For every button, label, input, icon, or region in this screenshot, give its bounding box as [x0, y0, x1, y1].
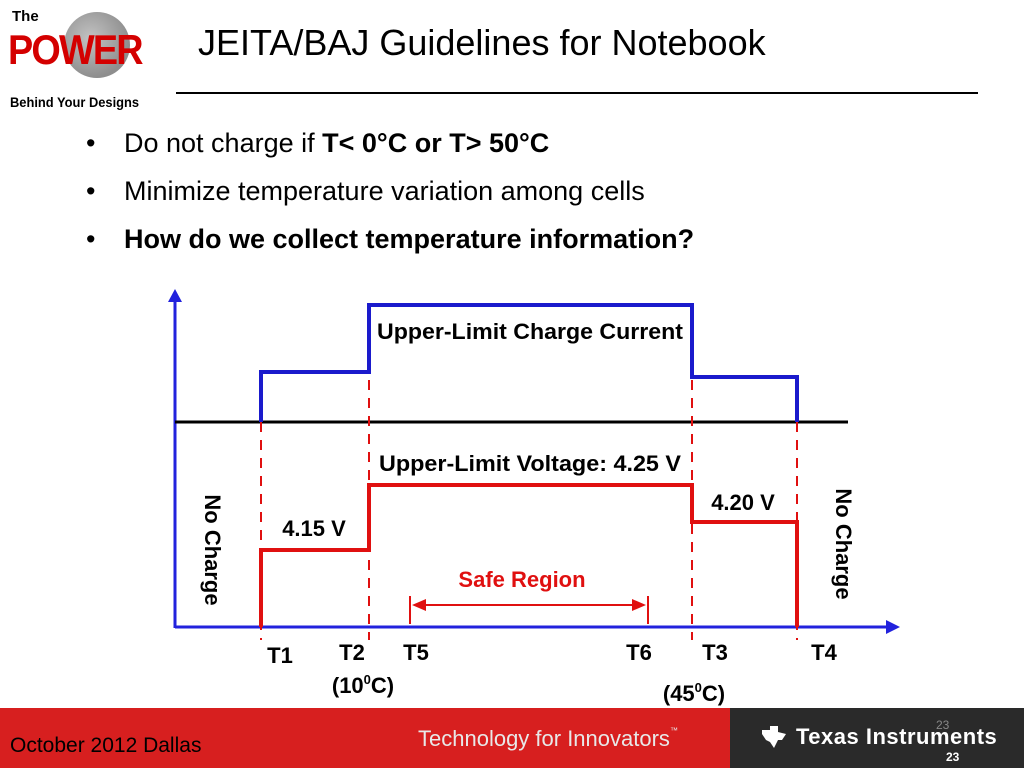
- bullet-text-bold: T< 0°C or T> 50°C: [322, 128, 550, 158]
- current-limit-label: Upper-Limit Charge Current: [377, 319, 684, 344]
- temp-label-t2: (100C): [332, 672, 394, 698]
- y-axis-arrow-icon: [168, 289, 182, 302]
- bullet-dot-icon: •: [86, 224, 96, 254]
- logo-tagline: Behind Your Designs: [10, 94, 140, 110]
- tick-label-t4: T4: [811, 640, 837, 665]
- bullet-text: Minimize temperature variation among cel…: [124, 176, 645, 206]
- tick-label-t2: T2: [339, 640, 365, 665]
- safe-region-right-arrow-icon: [632, 599, 646, 611]
- charge-current-profile: [259, 303, 799, 422]
- tick-label-t3: T3: [702, 640, 728, 665]
- slide-title: JEITA/BAJ Guidelines for Notebook: [198, 22, 766, 63]
- footer-red-band: [0, 708, 730, 768]
- safe-region-left-arrow-icon: [412, 599, 426, 611]
- the-power-logo: The POWER Behind Your Designs: [8, 8, 156, 118]
- no-charge-right-label: No Charge: [831, 488, 856, 599]
- voltage-limit-label: Upper-Limit Voltage: 4.25 V: [379, 451, 681, 476]
- bullet-item: • Minimize temperature variation among c…: [84, 176, 694, 224]
- title-divider: [176, 92, 978, 94]
- low-temp-voltage-label: 4.15 V: [282, 516, 346, 541]
- page-number: 23: [946, 750, 960, 764]
- safe-region-label: Safe Region: [458, 567, 585, 592]
- bullet-item: • How do we collect temperature informat…: [84, 224, 694, 272]
- logo-the: The: [12, 8, 39, 25]
- x-axis-arrow-icon: [886, 620, 900, 634]
- no-charge-left-label: No Charge: [200, 494, 225, 605]
- texas-instruments-logo: Texas Instruments: [760, 724, 997, 750]
- bullet-text: Do not charge if: [124, 128, 323, 158]
- footer-tagline: Technology for Innovators™: [418, 726, 678, 751]
- bullet-text-bold: How do we collect temperature informatio…: [124, 224, 695, 254]
- ti-state-icon: [762, 726, 786, 749]
- charge-voltage-profile: [259, 483, 799, 627]
- tick-label-t5: T5: [403, 640, 429, 665]
- company-name: Texas Instruments: [796, 724, 998, 749]
- bullet-dot-icon: •: [86, 128, 96, 158]
- bullet-item: • Do not charge if T< 0°C or T> 50°C: [84, 128, 694, 176]
- bullet-list: • Do not charge if T< 0°C or T> 50°C • M…: [84, 128, 694, 272]
- page-number-faint: 23: [936, 718, 950, 732]
- tick-label-t6: T6: [626, 640, 652, 665]
- logo-power: POWER: [8, 26, 144, 73]
- jeita-charge-diagram: Upper-Limit Charge Current Upper-Limit V…: [168, 289, 900, 706]
- footer-date: October 2012 Dallas: [10, 734, 202, 757]
- temp-label-t3: (450C): [663, 680, 725, 706]
- ti-globe-icon: [64, 12, 130, 78]
- bullet-dot-icon: •: [86, 176, 96, 206]
- high-temp-voltage-label: 4.20 V: [711, 490, 775, 515]
- footer-bar: October 2012 Dallas Technology for Innov…: [0, 708, 1024, 768]
- tick-label-t1: T1: [267, 643, 293, 668]
